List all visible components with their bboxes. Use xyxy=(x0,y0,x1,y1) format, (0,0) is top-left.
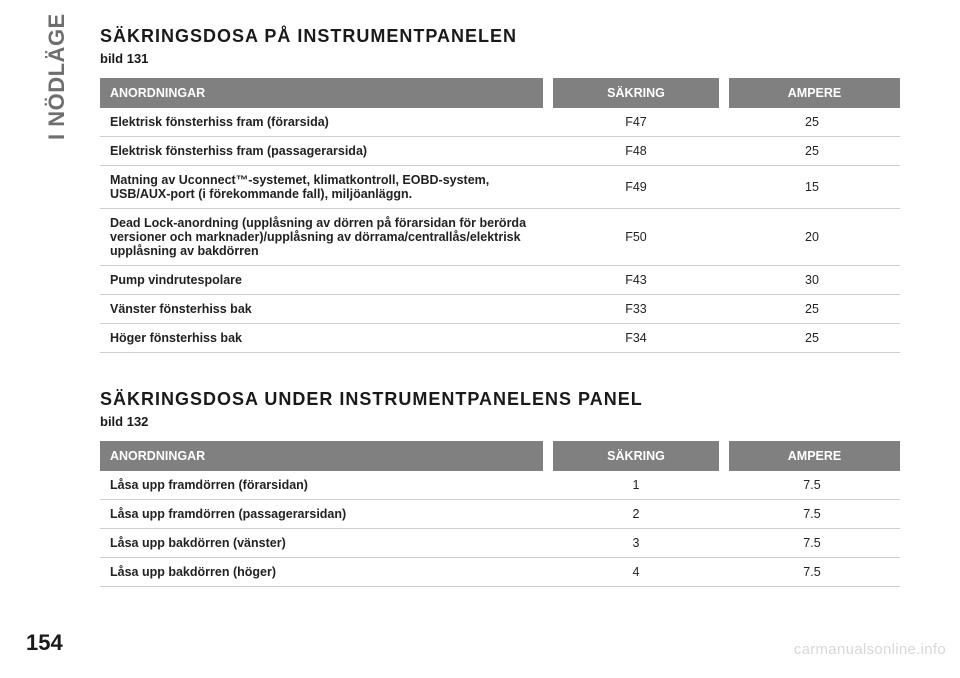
t1-fuse: F34 xyxy=(548,324,724,353)
t2-desc: Låsa upp framdörren (förarsidan) xyxy=(100,471,548,500)
table-row: Matning av Uconnect™-systemet, klimatkon… xyxy=(100,166,900,209)
t1-desc: Dead Lock-anordning (upplåsning av dörre… xyxy=(100,209,548,266)
table-row: Pump vindrutespolare F43 30 xyxy=(100,266,900,295)
watermark-text: carmanualsonline.info xyxy=(794,641,946,658)
t1-amp: 30 xyxy=(724,266,900,295)
table-row: Låsa upp framdörren (passagerarsidan) 2 … xyxy=(100,500,900,529)
t1-desc: Vänster fönsterhiss bak xyxy=(100,295,548,324)
t1-amp: 25 xyxy=(724,108,900,137)
t2-desc: Låsa upp bakdörren (höger) xyxy=(100,558,548,587)
t1-header-amp: AMPERE xyxy=(724,78,900,108)
page-number: 154 xyxy=(26,630,63,656)
table-row: Låsa upp bakdörren (vänster) 3 7.5 xyxy=(100,529,900,558)
table-row: Elektrisk fönsterhiss fram (förarsida) F… xyxy=(100,108,900,137)
t2-amp: 7.5 xyxy=(724,471,900,500)
t2-header-sak: SÄKRING xyxy=(548,441,724,471)
t2-amp: 7.5 xyxy=(724,529,900,558)
table-row: Dead Lock-anordning (upplåsning av dörre… xyxy=(100,209,900,266)
t1-amp: 25 xyxy=(724,295,900,324)
t2-amp: 7.5 xyxy=(724,558,900,587)
section2-subtitle: bild 132 xyxy=(100,414,900,429)
t2-header-anord: ANORDNINGAR xyxy=(100,441,548,471)
fuse-table-1: ANORDNINGAR SÄKRING AMPERE Elektrisk fön… xyxy=(100,78,900,353)
t1-fuse: F43 xyxy=(548,266,724,295)
t1-desc: Elektrisk fönsterhiss fram (förarsida) xyxy=(100,108,548,137)
table-row: Höger fönsterhiss bak F34 25 xyxy=(100,324,900,353)
t1-fuse: F48 xyxy=(548,137,724,166)
section2-title: SÄKRINGSDOSA UNDER INSTRUMENTPANELENS PA… xyxy=(100,389,900,410)
t2-fuse: 1 xyxy=(548,471,724,500)
section1-title: SÄKRINGSDOSA PÅ INSTRUMENTPANELEN xyxy=(100,26,900,47)
page-content: SÄKRINGSDOSA PÅ INSTRUMENTPANELEN bild 1… xyxy=(100,26,900,587)
t1-desc: Pump vindrutespolare xyxy=(100,266,548,295)
fuse-table-2: ANORDNINGAR SÄKRING AMPERE Låsa upp fram… xyxy=(100,441,900,587)
sidebar-section-label: I NÖDLÄGE xyxy=(44,13,70,140)
t1-desc: Matning av Uconnect™-systemet, klimatkon… xyxy=(100,166,548,209)
table-row: Elektrisk fönsterhiss fram (passagerarsi… xyxy=(100,137,900,166)
t1-header-sak: SÄKRING xyxy=(548,78,724,108)
t2-desc: Låsa upp bakdörren (vänster) xyxy=(100,529,548,558)
t1-fuse: F50 xyxy=(548,209,724,266)
t1-header-anord: ANORDNINGAR xyxy=(100,78,548,108)
t2-header-amp: AMPERE xyxy=(724,441,900,471)
t1-amp: 25 xyxy=(724,137,900,166)
t1-amp: 15 xyxy=(724,166,900,209)
t1-fuse: F47 xyxy=(548,108,724,137)
t2-fuse: 2 xyxy=(548,500,724,529)
section1-subtitle: bild 131 xyxy=(100,51,900,66)
t1-amp: 25 xyxy=(724,324,900,353)
t2-amp: 7.5 xyxy=(724,500,900,529)
t1-fuse: F33 xyxy=(548,295,724,324)
table-row: Låsa upp framdörren (förarsidan) 1 7.5 xyxy=(100,471,900,500)
t2-desc: Låsa upp framdörren (passagerarsidan) xyxy=(100,500,548,529)
t1-desc: Höger fönsterhiss bak xyxy=(100,324,548,353)
t1-fuse: F49 xyxy=(548,166,724,209)
t1-amp: 20 xyxy=(724,209,900,266)
t2-fuse: 4 xyxy=(548,558,724,587)
table-row: Vänster fönsterhiss bak F33 25 xyxy=(100,295,900,324)
t1-desc: Elektrisk fönsterhiss fram (passagerarsi… xyxy=(100,137,548,166)
table-row: Låsa upp bakdörren (höger) 4 7.5 xyxy=(100,558,900,587)
t2-fuse: 3 xyxy=(548,529,724,558)
